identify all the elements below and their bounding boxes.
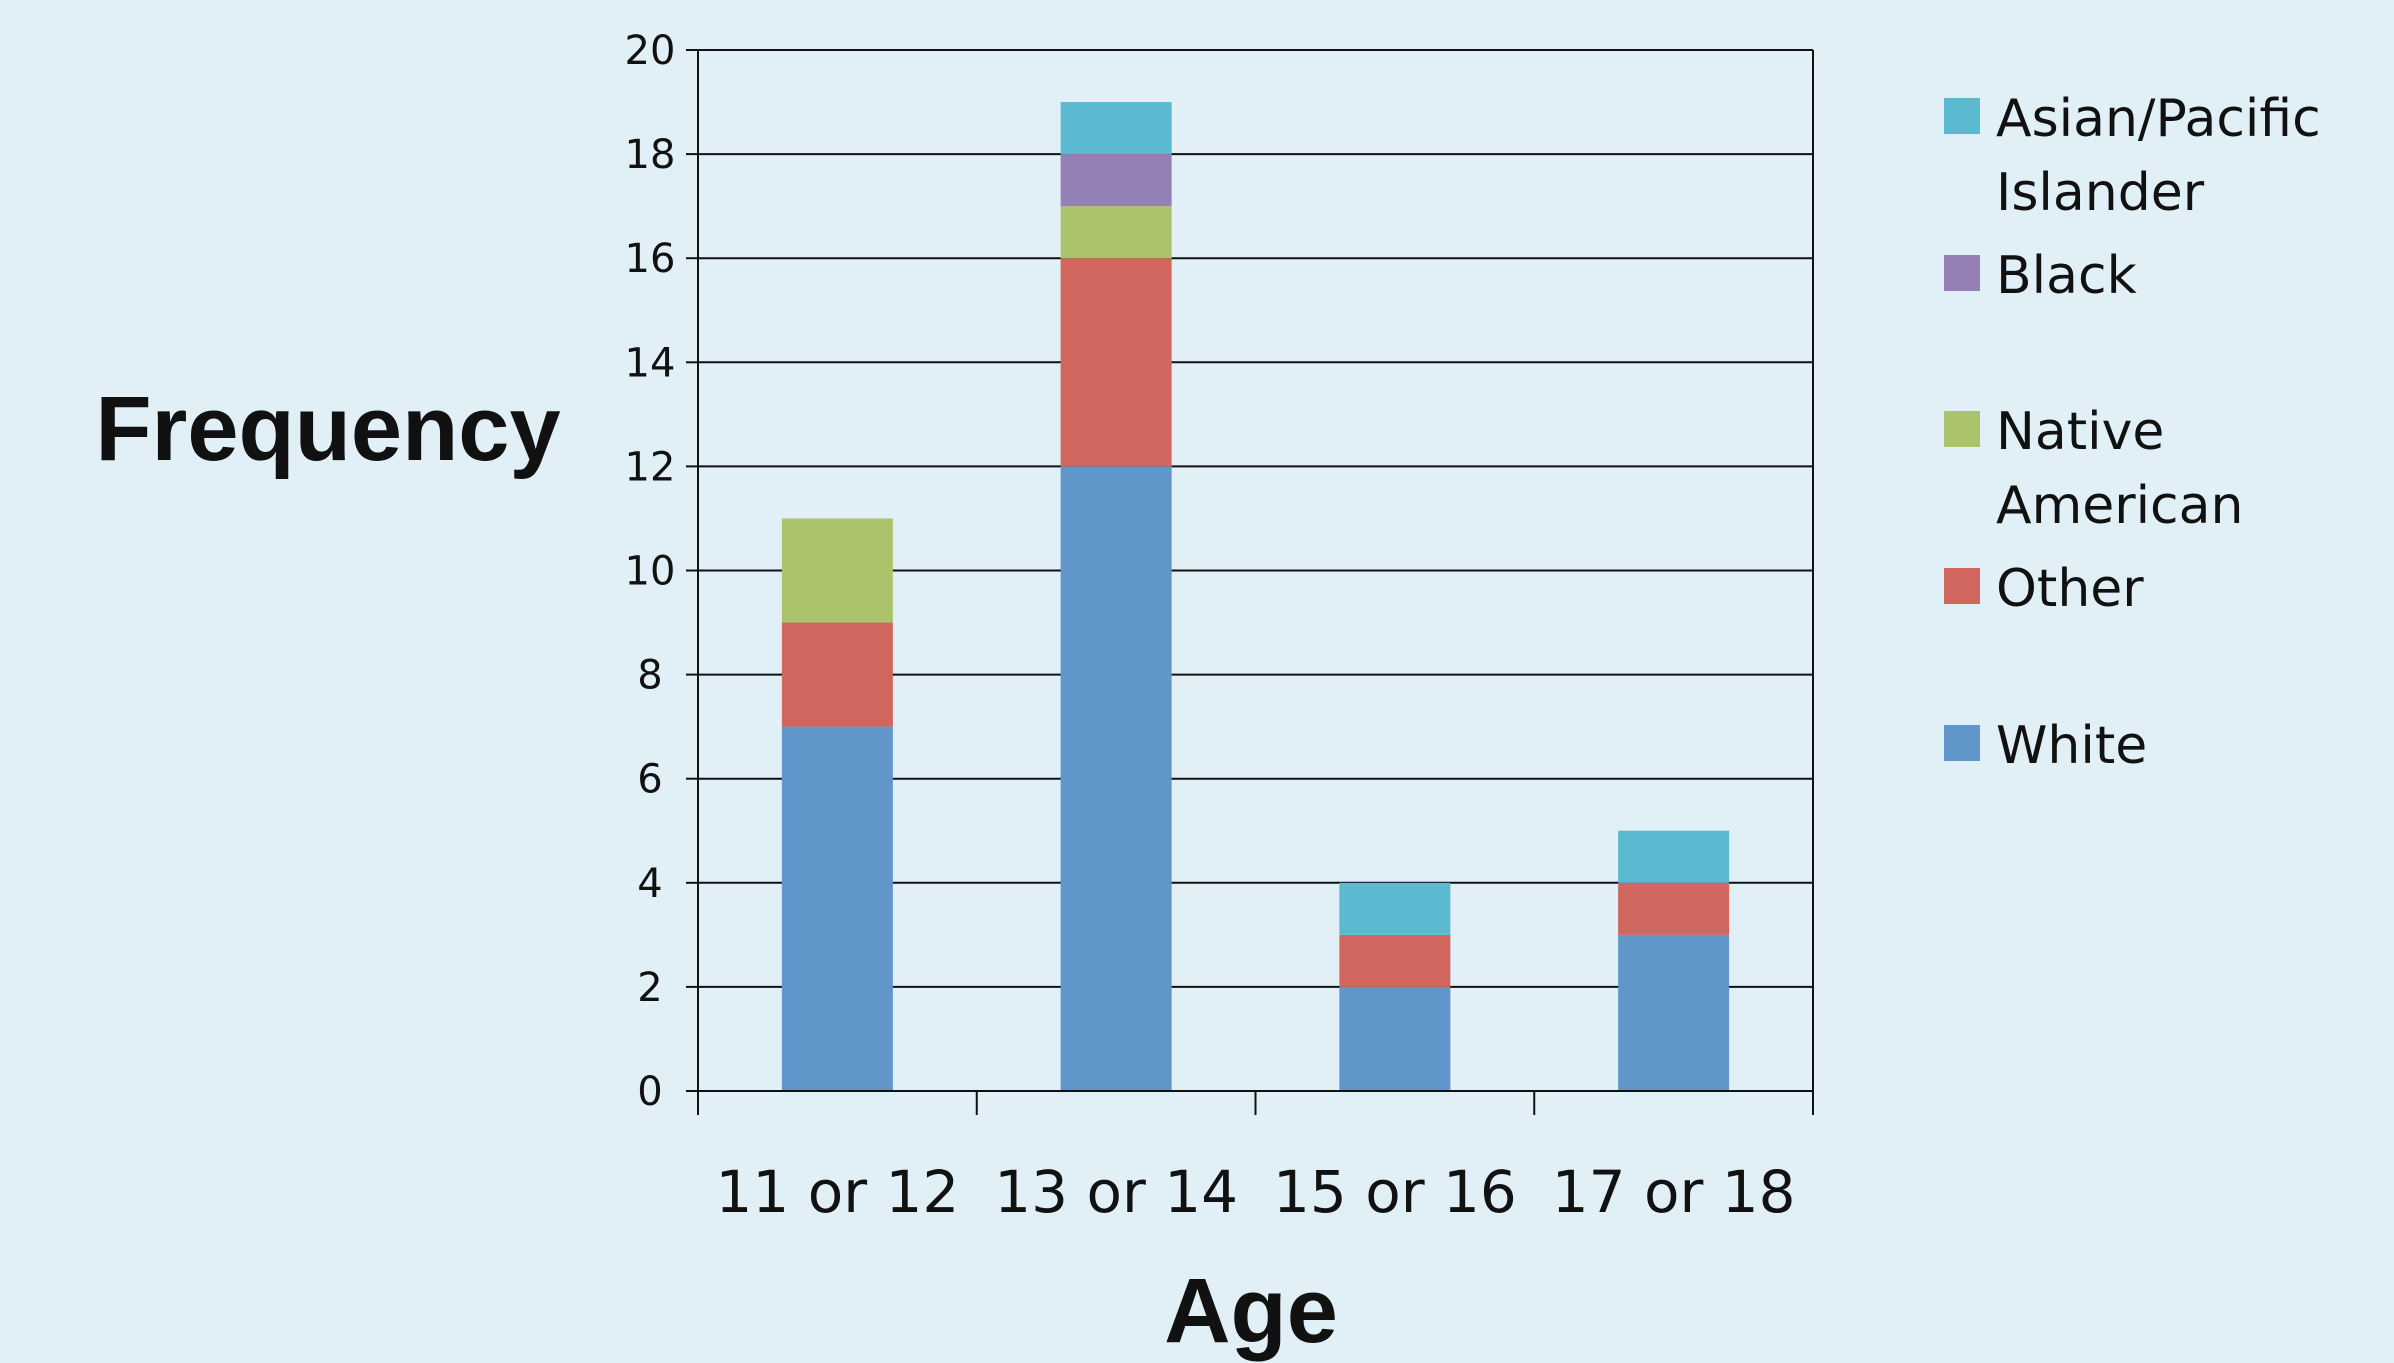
- y-tick-label: 6: [637, 757, 662, 803]
- legend-label: Native: [1996, 402, 2164, 462]
- x-tick-label: 17 or 18: [1552, 1158, 1796, 1226]
- y-tick-label: 4: [637, 861, 662, 907]
- legend-label: White: [1996, 716, 2147, 776]
- y-tick-label: 8: [637, 653, 662, 699]
- legend: Asian/Pacific Islander Black Native American…: [1944, 89, 2321, 776]
- bar-segment: [781, 622, 893, 727]
- legend-swatch: [1944, 411, 1980, 447]
- y-tick-label: 18: [625, 132, 676, 178]
- legend-swatch: [1944, 255, 1980, 291]
- bar-segment: [1060, 206, 1172, 259]
- bar-segment: [781, 726, 893, 1091]
- x-tick-label: 11 or 12: [715, 1158, 959, 1226]
- legend-swatch: [1944, 725, 1980, 761]
- bar-segment: [1060, 466, 1172, 1091]
- bar-segment: [1339, 986, 1451, 1091]
- bar-segment: [1618, 934, 1730, 1091]
- bar-segment: [781, 518, 893, 623]
- bar-segment: [1618, 882, 1730, 935]
- bars: [781, 102, 1730, 1091]
- legend-swatch: [1944, 568, 1980, 604]
- bar-segment: [1339, 882, 1451, 935]
- legend-swatch: [1944, 98, 1980, 134]
- tick-labels: 0 2 4 6 8 10 12 14 16 18 20 11 or 12 13 or 14 15 or 1…: [625, 28, 1796, 1226]
- y-tick-label: 2: [637, 965, 662, 1011]
- bar-segment: [1060, 258, 1172, 467]
- bar-segment: [1339, 934, 1451, 987]
- y-tick-label: 16: [625, 236, 676, 282]
- x-tick-label: 15 or 16: [1273, 1158, 1517, 1226]
- y-axis-title: Frequency: [95, 378, 560, 480]
- y-tick-label: 12: [625, 444, 676, 490]
- legend-label: Other: [1996, 559, 2144, 619]
- legend-label: Black: [1996, 246, 2137, 306]
- bar-segment: [1060, 102, 1172, 155]
- y-tick-label: 0: [637, 1069, 662, 1115]
- y-tick-label: 10: [625, 549, 676, 595]
- x-axis-title: Age: [1164, 1260, 1338, 1362]
- legend-label: Islander: [1996, 163, 2205, 223]
- legend-label: American: [1996, 476, 2243, 536]
- legend-label: Asian/Pacific: [1996, 89, 2321, 149]
- axes: [686, 49, 1814, 1115]
- x-tick-label: 13 or 14: [994, 1158, 1238, 1226]
- bar-segment: [1618, 830, 1730, 883]
- y-tick-label: 20: [625, 28, 676, 74]
- bar-segment: [1060, 154, 1172, 207]
- y-tick-label: 14: [625, 340, 676, 386]
